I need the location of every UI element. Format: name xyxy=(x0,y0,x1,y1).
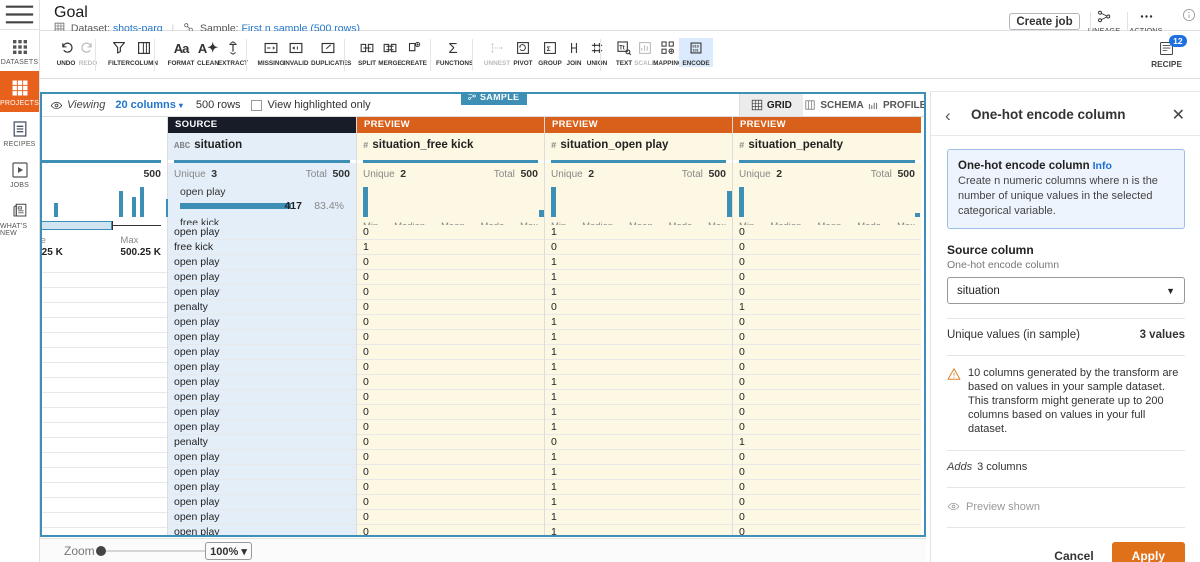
svg-text:101: 101 xyxy=(692,47,699,52)
svg-text:Tt: Tt xyxy=(619,46,625,52)
svg-text:Σ: Σ xyxy=(547,46,551,53)
